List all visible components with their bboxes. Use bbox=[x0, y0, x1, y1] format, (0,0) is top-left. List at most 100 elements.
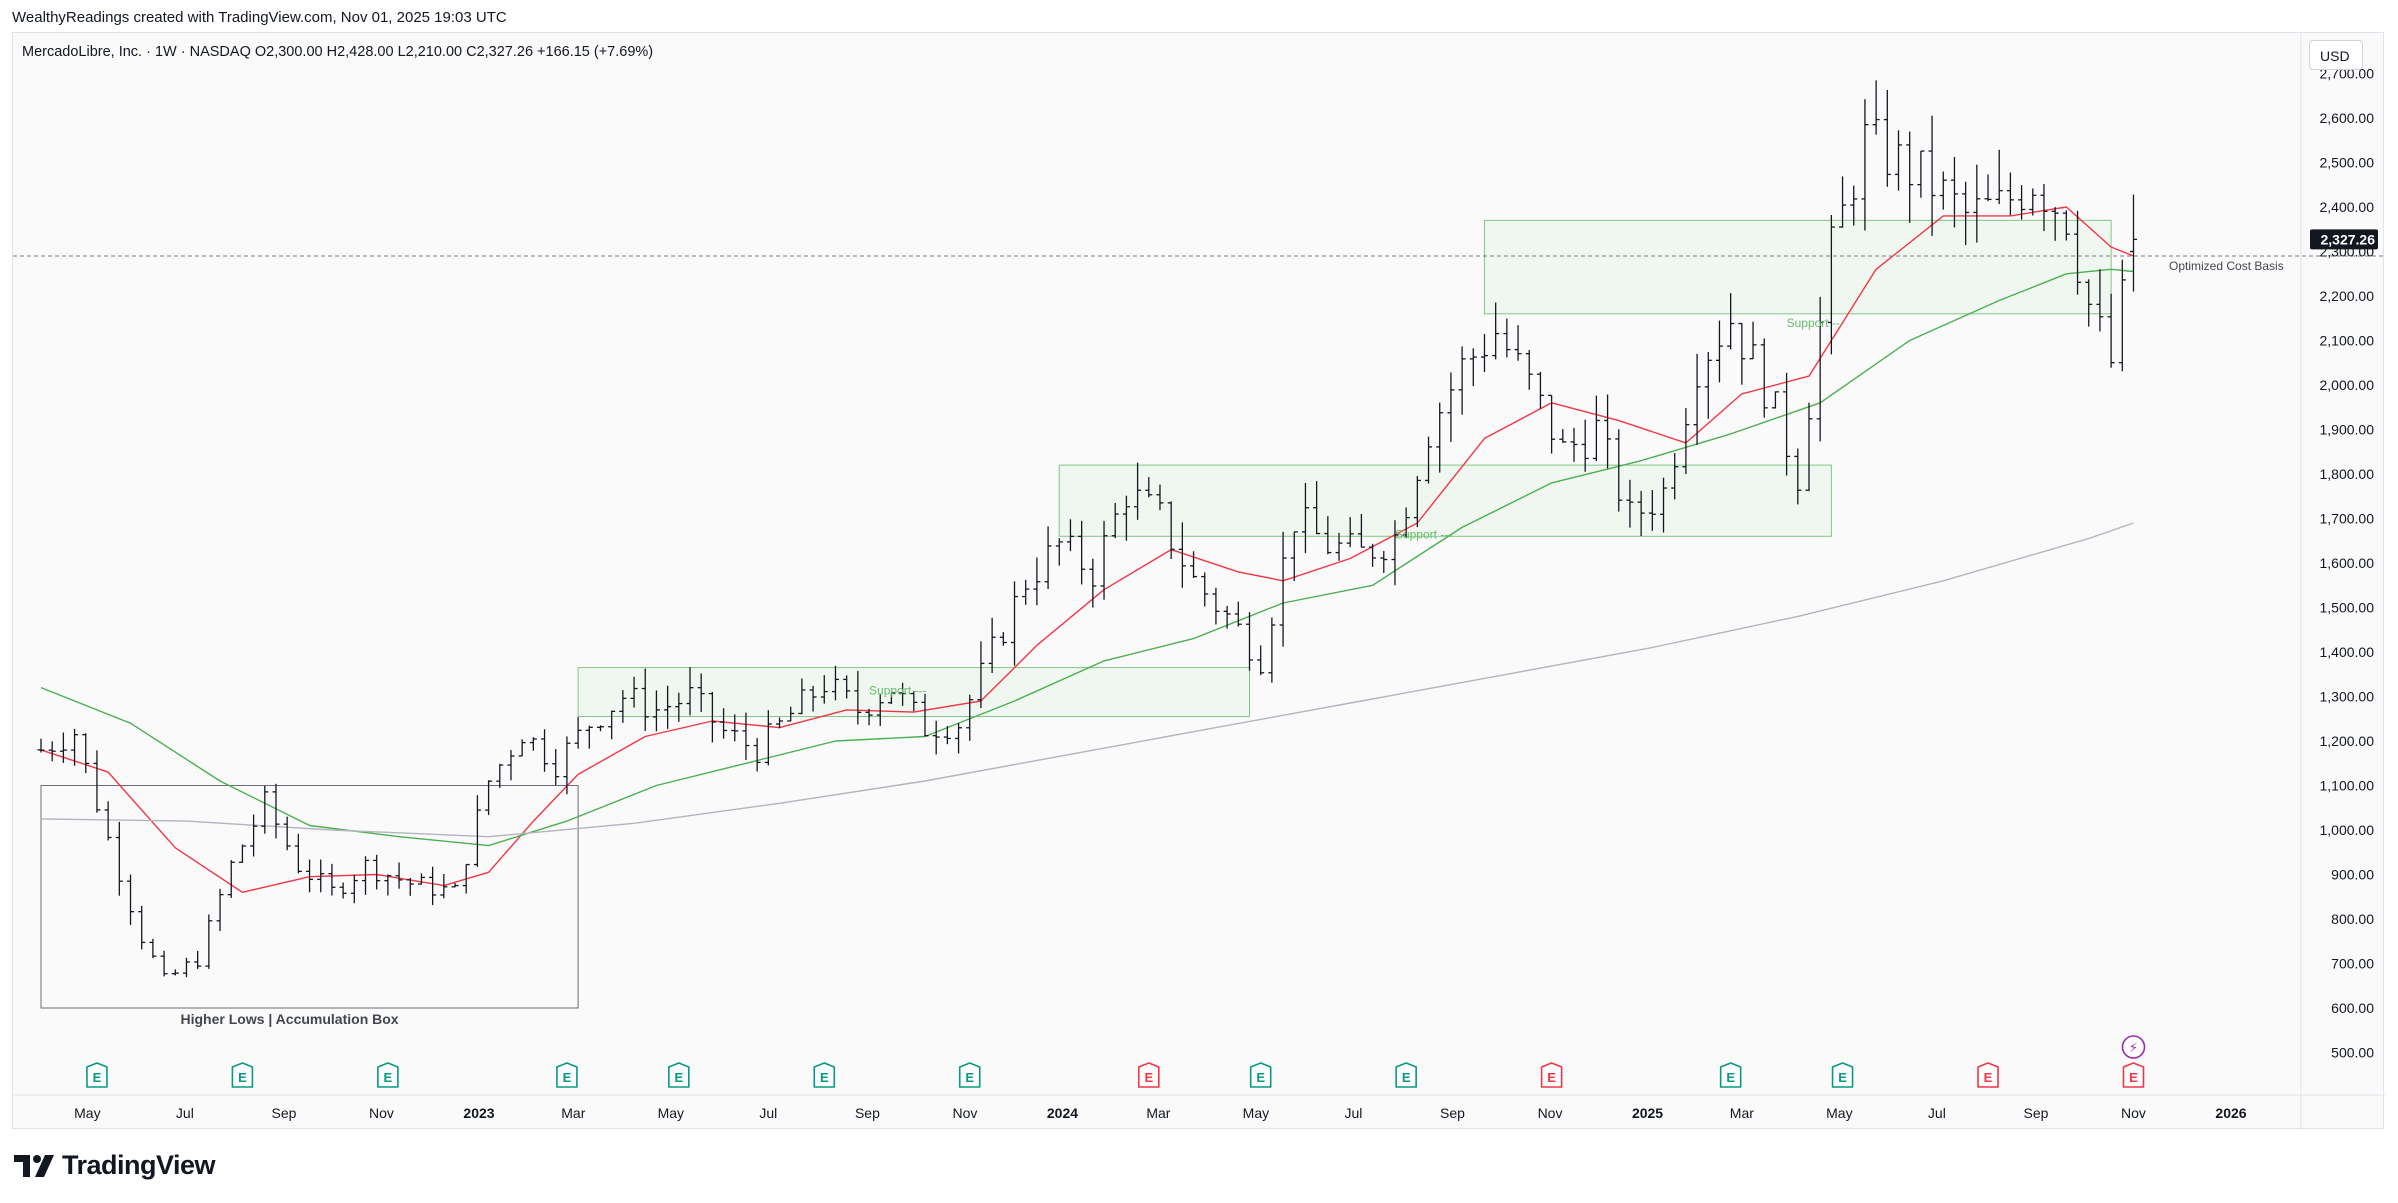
ohlc-bar bbox=[1615, 429, 1623, 512]
y-tick-label: 500.00 bbox=[2331, 1045, 2374, 1061]
ohlc-bar bbox=[608, 710, 616, 740]
ohlc-bar bbox=[742, 712, 750, 761]
ohlc-bar bbox=[1290, 531, 1298, 581]
ohlc-bar bbox=[1805, 402, 1813, 492]
ohlc-bar bbox=[250, 814, 258, 857]
ohlc-bar bbox=[697, 673, 705, 712]
support-label: Support --- bbox=[1787, 316, 1844, 330]
x-tick-label: Mar bbox=[1146, 1105, 1170, 1121]
ohlc-bar bbox=[328, 863, 336, 896]
earnings-icon-label: E bbox=[820, 1070, 829, 1085]
ohlc-bar bbox=[731, 714, 739, 742]
ohlc-bar bbox=[82, 733, 90, 774]
earnings-icon-frame bbox=[668, 1062, 690, 1088]
brand-name: TradingView bbox=[62, 1150, 216, 1180]
ohlc-bar bbox=[171, 969, 179, 976]
ohlc-bar bbox=[1950, 156, 1958, 228]
earnings-icon-frame bbox=[1249, 1062, 1272, 1088]
ohlc-bar bbox=[1335, 532, 1343, 561]
ohlc-bar bbox=[1536, 371, 1544, 409]
currency-selector[interactable]: USD bbox=[2309, 40, 2363, 70]
support-label: Support --- bbox=[1395, 528, 1452, 542]
y-tick-label: 2,500.00 bbox=[2320, 155, 2375, 171]
ohlc-bar bbox=[955, 722, 963, 754]
earnings-icon-label: E bbox=[1838, 1070, 1847, 1085]
earnings-icon-frame bbox=[1719, 1062, 1742, 1088]
y-tick-label: 1,000.00 bbox=[2320, 822, 2375, 838]
ohlc-bar bbox=[1895, 130, 1903, 191]
earnings-icon-label: E bbox=[93, 1070, 102, 1085]
ohlc-bar bbox=[1346, 517, 1354, 548]
ohlc-bar bbox=[194, 950, 202, 969]
x-tick-label: 2023 bbox=[463, 1105, 494, 1121]
y-tick-label: 900.00 bbox=[2331, 867, 2374, 883]
ohlc-bar bbox=[563, 736, 571, 795]
ohlc-bar bbox=[2040, 183, 2048, 232]
accumulation-box bbox=[40, 785, 579, 1009]
ohlc-bar bbox=[1671, 452, 1679, 500]
ohlc-bar bbox=[1089, 558, 1097, 608]
ohlc-bar bbox=[1995, 149, 2003, 205]
ohlc-bar bbox=[641, 668, 649, 731]
x-tick-label: 2026 bbox=[2215, 1105, 2246, 1121]
earnings-icon: E bbox=[1395, 1062, 1417, 1088]
earnings-icon: E bbox=[1977, 1062, 1999, 1088]
ohlc-bar bbox=[1850, 185, 1858, 226]
ohlc-bar bbox=[283, 816, 291, 851]
ohlc-bar bbox=[227, 860, 235, 898]
ohlc-bar bbox=[48, 741, 56, 762]
ohlc-bar bbox=[1324, 516, 1332, 555]
ohlc-bar bbox=[1100, 520, 1108, 600]
ohlc-bar bbox=[1492, 302, 1500, 360]
ohlc-bar bbox=[1201, 572, 1209, 607]
ohlc-bar bbox=[1257, 645, 1265, 676]
ohlc-bar bbox=[1022, 579, 1030, 605]
ohlc-bar bbox=[932, 720, 940, 755]
y-tick-label: 800.00 bbox=[2331, 911, 2374, 927]
ohlc-bar bbox=[261, 785, 269, 834]
x-tick-label: Mar bbox=[1730, 1105, 1754, 1121]
ohlc-bar bbox=[1178, 522, 1186, 588]
ohlc-bar bbox=[149, 938, 157, 959]
ohlc-bar bbox=[843, 675, 851, 699]
chart-frame[interactable]: Higher Lows | Accumulation Box Optimized… bbox=[12, 32, 2385, 1130]
x-tick-label: May bbox=[658, 1105, 684, 1121]
earnings-icon-label: E bbox=[1726, 1070, 1735, 1085]
earnings-icon: E bbox=[231, 1062, 254, 1088]
x-tick-label: Sep bbox=[1440, 1105, 1465, 1121]
ohlc-bar bbox=[1760, 338, 1768, 418]
ohlc-bar bbox=[1973, 164, 1981, 243]
ohlc-bar bbox=[473, 795, 481, 867]
ohlc-bar bbox=[1402, 507, 1410, 538]
ohlc-bar bbox=[865, 708, 873, 726]
ohlc-bar bbox=[440, 873, 448, 899]
x-tick-label: May bbox=[1243, 1105, 1269, 1121]
ohlc-bar bbox=[59, 732, 67, 763]
earnings-icon-frame bbox=[1540, 1062, 1563, 1088]
ohlc-bar bbox=[294, 833, 302, 874]
ohlc-bar bbox=[1738, 322, 1746, 385]
x-tick-label: Sep bbox=[855, 1105, 880, 1121]
ohlc-bar bbox=[921, 693, 929, 737]
ohlc-bar bbox=[160, 950, 168, 977]
ohlc-bar bbox=[1727, 293, 1735, 350]
y-tick-label: 700.00 bbox=[2331, 956, 2374, 972]
ohlc-bar bbox=[1145, 477, 1153, 498]
ohlc-bar bbox=[943, 726, 951, 745]
ohlc-bar bbox=[1682, 407, 1690, 475]
ohlc-bar bbox=[1279, 531, 1287, 647]
tradingview-logo[interactable]: TradingView bbox=[14, 1150, 216, 1181]
ohlc-bar bbox=[630, 676, 638, 708]
ohlc-bar bbox=[787, 706, 795, 722]
ohlc-bar bbox=[1525, 350, 1533, 390]
ohlc-bar bbox=[988, 617, 996, 673]
earnings-icon: E bbox=[556, 1062, 578, 1088]
y-tick-label: 2,200.00 bbox=[2320, 288, 2375, 304]
ohlc-bar bbox=[541, 729, 549, 772]
ohlc-bar bbox=[2118, 259, 2126, 372]
chart-caption: WealthyReadings created with TradingView… bbox=[12, 9, 507, 26]
reference-line-layer: Optimized Cost Basis Support --- Support -… bbox=[13, 255, 2385, 697]
ohlc-bar bbox=[1626, 479, 1634, 528]
ohlc-bar bbox=[1548, 394, 1556, 454]
price-chart[interactable]: Higher Lows | Accumulation Box Optimized… bbox=[13, 33, 2385, 1130]
